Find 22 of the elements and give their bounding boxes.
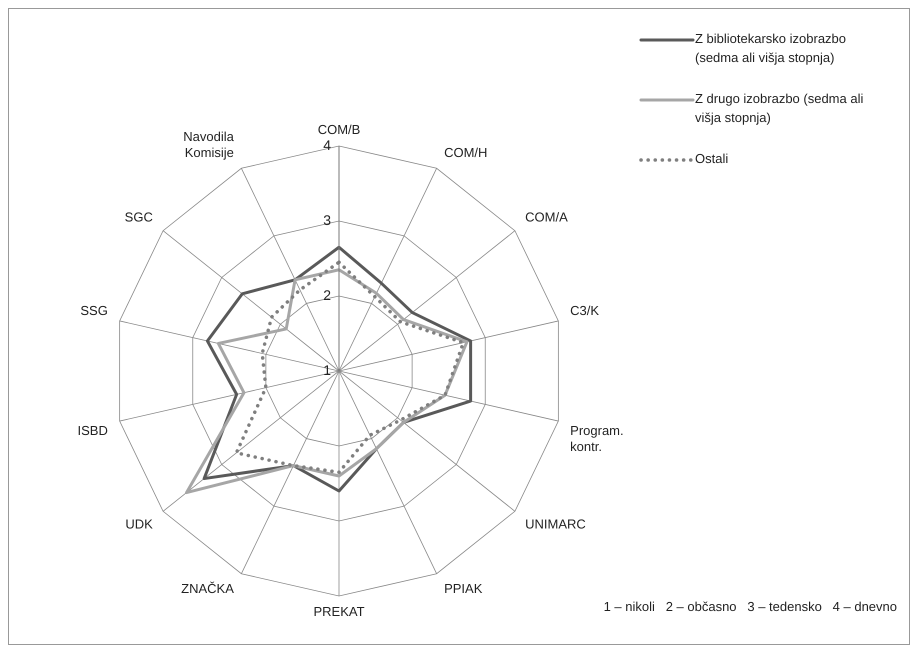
y-tick-label: 1 bbox=[323, 362, 332, 378]
legend-label: Z bibliotekarsko izobrazbo (sedma ali višja stopnja) bbox=[695, 30, 848, 67]
spoke-label: ZNAČKA bbox=[181, 580, 234, 596]
spoke-label: PREKAT bbox=[313, 604, 365, 619]
y-tick-label: 2 bbox=[323, 287, 332, 303]
y-tick-label: 3 bbox=[323, 212, 332, 228]
text: 1 – nikoli 2 – občasno 3 – tedensko 4 – dnevno bbox=[604, 599, 897, 614]
spoke-label: Program. kontr. bbox=[570, 422, 624, 454]
spoke-label: SGC bbox=[124, 210, 153, 225]
spoke-label: ISBD bbox=[78, 422, 108, 438]
spoke-label: SSG bbox=[80, 303, 108, 318]
spoke-label: COM/B bbox=[318, 122, 360, 137]
legend-label: Z drugo izobrazbo (sedma ali višja stopnja) bbox=[695, 90, 864, 127]
spoke-label: Navodila Komisije bbox=[183, 129, 235, 160]
legend-label: Ostali bbox=[695, 150, 728, 168]
spoke-label: UDK bbox=[125, 516, 154, 532]
y-tick-label: 4 bbox=[323, 137, 332, 153]
spoke-label: COM/H bbox=[444, 145, 488, 160]
spoke-label: PPIAK bbox=[444, 580, 483, 596]
spoke-label: UNIMARC bbox=[525, 516, 586, 532]
spoke-label: C3/K bbox=[570, 303, 600, 318]
spoke-label: COM/A bbox=[525, 210, 568, 225]
